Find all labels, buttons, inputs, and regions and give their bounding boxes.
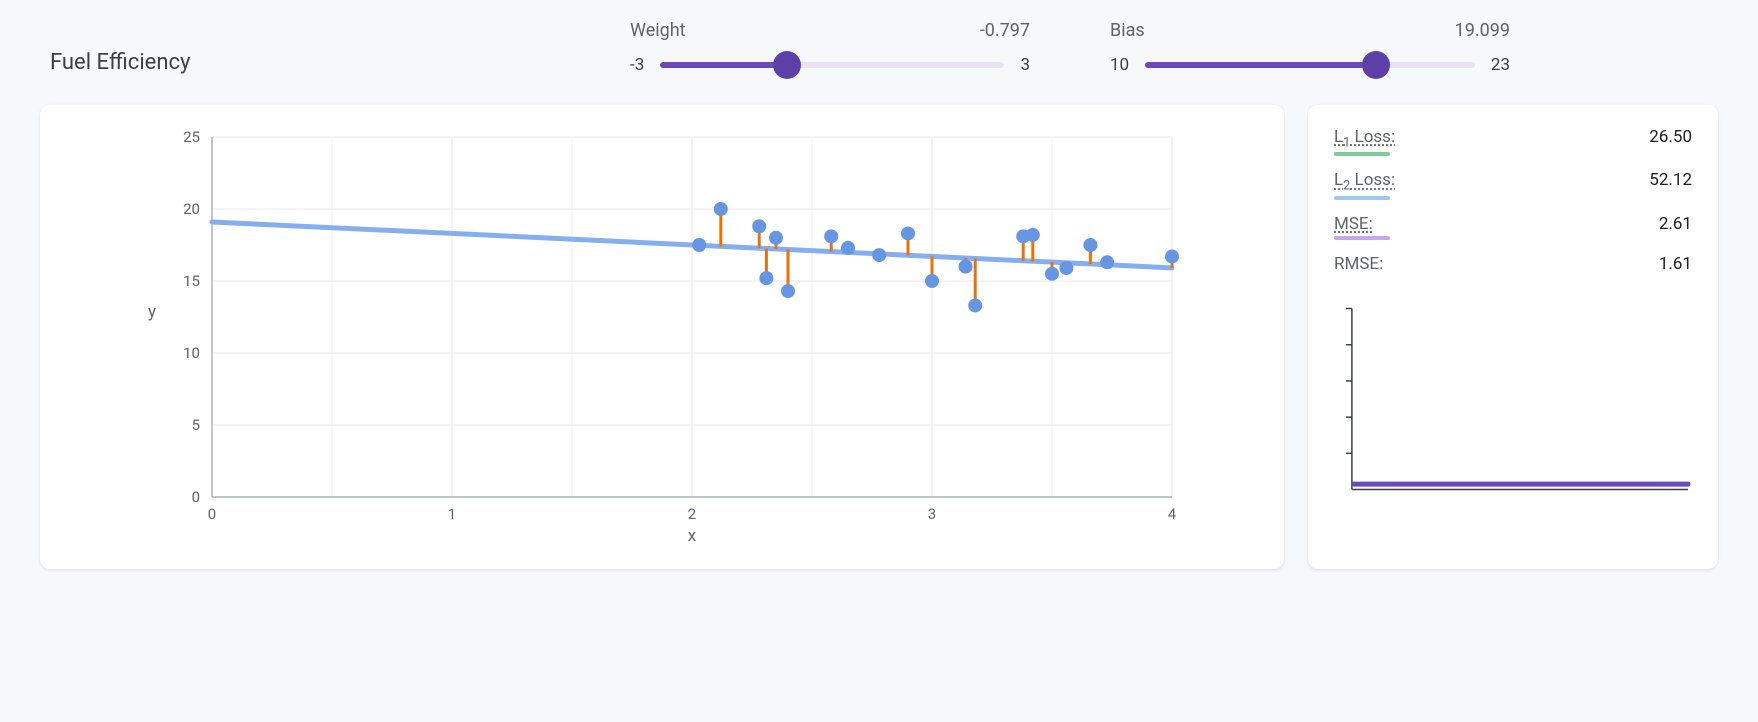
svg-text:x: x <box>688 526 697 546</box>
weight-slider[interactable] <box>660 62 1004 68</box>
weight-slider-label: Weight <box>630 20 686 41</box>
weight-slider-min: -3 <box>630 55 644 75</box>
svg-text:3: 3 <box>928 505 936 523</box>
svg-text:15: 15 <box>183 272 200 290</box>
weight-slider-value: -0.797 <box>980 20 1030 41</box>
metric-row-rmse: RMSE: 1.61 <box>1334 254 1692 274</box>
bias-slider-block: Bias 19.099 10 23 <box>1110 20 1510 75</box>
metric-row-mse: MSE: 2.61 <box>1334 214 1692 240</box>
page-title: Fuel Efficiency <box>50 20 570 75</box>
metric-value-mse: 2.61 <box>1659 214 1692 234</box>
metrics-card: L1 Loss: 26.50 L2 Loss: 52.12 MSE: 2.61 RMSE: 1… <box>1308 105 1718 569</box>
metric-row-l2: L2 Loss: 52.12 <box>1334 170 1692 199</box>
svg-text:0: 0 <box>192 488 200 506</box>
svg-text:25: 25 <box>183 128 200 146</box>
loss-history-chart <box>1334 304 1692 504</box>
bias-slider-min: 10 <box>1110 55 1129 75</box>
svg-text:0: 0 <box>208 505 216 523</box>
bias-slider-max: 23 <box>1491 55 1510 75</box>
weight-slider-max: 3 <box>1020 55 1030 75</box>
metric-label-rmse: RMSE: <box>1334 254 1383 274</box>
metric-label-mse: MSE: <box>1334 214 1390 240</box>
bias-slider[interactable] <box>1145 62 1475 68</box>
bias-slider-label: Bias <box>1110 20 1145 41</box>
metric-value-l2: 52.12 <box>1649 170 1692 190</box>
svg-text:1: 1 <box>448 505 456 523</box>
metric-value-l1: 26.50 <box>1649 127 1692 147</box>
scatter-chart-card: 0 1 2 3 4 0 5 10 15 20 25 x y <box>40 105 1284 569</box>
svg-text:5: 5 <box>192 416 200 434</box>
sliders-container: Weight -0.797 -3 3 Bias 19.099 10 <box>630 20 1708 75</box>
scatter-chart: 0 1 2 3 4 0 5 10 15 20 25 x y <box>66 127 1258 547</box>
svg-text:4: 4 <box>1168 505 1177 523</box>
metric-value-rmse: 1.61 <box>1659 254 1692 274</box>
metric-label-l1: L1 Loss: <box>1334 127 1395 156</box>
metric-label-l2: L2 Loss: <box>1334 170 1395 199</box>
svg-text:10: 10 <box>183 344 200 362</box>
weight-slider-block: Weight -0.797 -3 3 <box>630 20 1030 75</box>
metric-row-l1: L1 Loss: 26.50 <box>1334 127 1692 156</box>
bias-slider-value: 19.099 <box>1455 20 1510 41</box>
svg-text:20: 20 <box>183 200 200 218</box>
svg-text:y: y <box>148 302 156 322</box>
svg-text:2: 2 <box>688 505 696 523</box>
